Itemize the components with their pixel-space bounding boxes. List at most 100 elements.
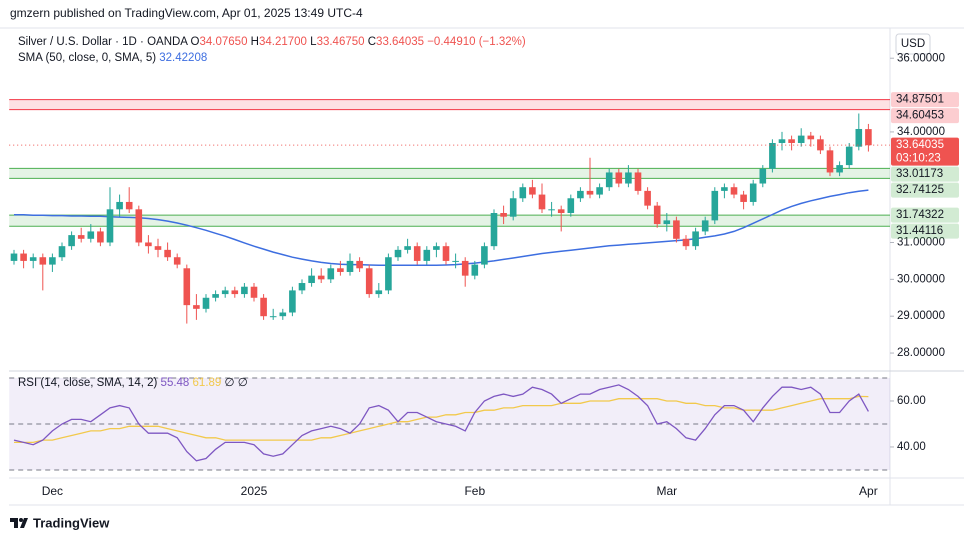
y-tick-label: 30.00000	[897, 273, 945, 285]
legend-symbol: Silver / U.S. Dollar · 1D · OANDA	[18, 36, 188, 48]
candle-body	[193, 305, 200, 309]
x-tick-label: Dec	[42, 484, 63, 498]
candle-body	[145, 242, 152, 247]
candle-body	[106, 209, 114, 243]
candle-body	[375, 290, 383, 295]
sma-line	[14, 189, 869, 267]
candle-body	[327, 268, 335, 280]
candle-body	[68, 235, 75, 247]
candle-body	[289, 290, 296, 313]
price-label: 31.74322	[896, 209, 944, 221]
candle-body	[490, 213, 498, 247]
price-label-bg	[891, 182, 959, 198]
rsi-line	[13, 384, 869, 462]
currency-box[interactable]	[895, 33, 931, 55]
price-label: 31.44116	[896, 225, 943, 237]
candle-body	[433, 246, 440, 250]
candle-body	[625, 172, 632, 184]
candle-body	[269, 316, 277, 318]
candle-body	[730, 187, 738, 195]
candle-body	[797, 135, 805, 143]
candle-body	[356, 260, 363, 269]
legend-value: 34.21700	[259, 36, 307, 48]
candle-body	[711, 190, 719, 221]
candle-body	[231, 290, 239, 295]
price-label-bg	[891, 108, 959, 124]
candle-body	[778, 139, 786, 143]
rsi-legend-value: 61.89	[193, 377, 222, 389]
candle-body	[385, 257, 392, 291]
candle-body	[817, 139, 824, 151]
currency[interactable]: USD	[901, 38, 925, 50]
candle-body	[759, 168, 767, 184]
candle-body	[164, 249, 171, 258]
candle-body	[749, 183, 757, 202]
candle-body	[49, 257, 56, 265]
candle-body	[548, 209, 555, 211]
candle-body	[212, 294, 219, 298]
candle-body	[116, 201, 123, 210]
candle-body	[586, 190, 594, 195]
candle-body	[836, 165, 843, 173]
candle-body	[10, 253, 18, 261]
candle-body	[673, 220, 680, 239]
y-tick-label: 40.00	[897, 441, 926, 453]
candle-body	[29, 257, 37, 261]
legend-value: 33.46750	[317, 36, 365, 48]
candle-body	[221, 290, 229, 295]
candle-body	[317, 275, 325, 280]
legend-sma: SMA (50, close, 0, SMA, 5) 32.42208	[18, 52, 207, 64]
candle-body	[442, 246, 450, 261]
candle-body	[509, 198, 517, 217]
candle-body	[692, 231, 699, 247]
y-tick-label: 34.00000	[897, 126, 945, 138]
candle-body	[769, 142, 776, 169]
candle-body	[97, 231, 104, 243]
candle-body	[788, 139, 795, 143]
price-label: 33.01173	[896, 168, 943, 180]
candle-body	[529, 187, 536, 195]
price-label-bg	[891, 223, 959, 239]
x-tick-label: 2025	[241, 484, 268, 498]
candle-body	[423, 249, 431, 261]
y-tick-label: 36.00000	[897, 52, 945, 64]
candle-body	[701, 220, 709, 232]
price-label: 34.60453	[896, 110, 944, 122]
y-tick-label: 60.00	[897, 395, 926, 407]
candle-body	[519, 187, 527, 199]
candle-body	[865, 129, 872, 146]
candle-body	[740, 194, 747, 202]
candle-body	[154, 246, 162, 250]
candle-body	[125, 201, 133, 210]
candle-body	[605, 172, 613, 188]
candle-body	[58, 246, 66, 258]
candle-body	[337, 268, 344, 272]
legend-sma-name: SMA (50, close, 0, SMA, 5)	[18, 52, 156, 64]
legend-value: 33.64035	[376, 36, 424, 48]
candle-body	[644, 190, 651, 206]
rsi-legend-name: RSI (14, close, SMA, 14, 2)	[18, 377, 158, 389]
candle-body	[452, 260, 459, 262]
candle-body	[260, 297, 267, 317]
price-label-bg	[891, 137, 959, 166]
countdown: 03:10:23	[896, 153, 941, 165]
candle-body	[596, 187, 603, 195]
candle-body	[481, 246, 488, 265]
candle-body	[855, 128, 863, 147]
x-tick-label: Feb	[464, 484, 485, 498]
candle-body	[39, 257, 47, 265]
price-label: 33.64035	[896, 139, 944, 151]
candle-body	[567, 198, 575, 214]
candle-body	[77, 235, 85, 239]
legend-key: O	[191, 36, 200, 48]
logo-icon	[10, 518, 28, 528]
level-band	[9, 99, 890, 110]
candle-body	[202, 297, 210, 309]
header: gmzern published on TradingView.com, Apr…	[10, 6, 363, 20]
y-tick-label: 29.00000	[897, 310, 945, 322]
candle-body	[183, 268, 191, 306]
candle-body	[413, 246, 421, 261]
candle-body	[404, 246, 411, 250]
level-band	[9, 168, 890, 179]
